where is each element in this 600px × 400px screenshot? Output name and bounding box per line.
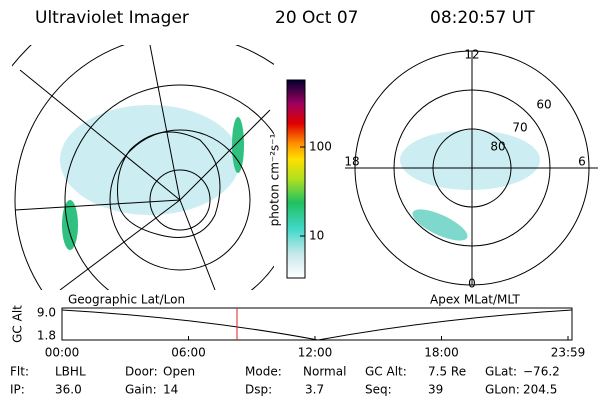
time: 08:20:57 UT — [430, 8, 535, 28]
info-value: LBHL — [55, 365, 86, 379]
alt-xtick-label: 23:59 — [551, 346, 586, 360]
info-label: Seq: — [365, 383, 392, 397]
alt-xtick-label: 12:00 — [298, 346, 333, 360]
info-value: 39 — [428, 383, 443, 397]
left-title: Geographic Lat/Lon — [68, 293, 185, 307]
info-value: 3.7 — [305, 383, 324, 397]
colorbar-tick-label: 10 — [309, 229, 324, 243]
info-label: Flt: — [10, 365, 29, 379]
colorbar-tick-label: 100 — [309, 140, 332, 154]
alt-ylabel: GC Alt — [11, 305, 25, 343]
info-value: −76.2 — [523, 365, 560, 379]
info-label: GLon: — [485, 383, 520, 397]
lat-label: 60 — [536, 98, 551, 112]
info-label: Door: — [125, 365, 158, 379]
date: 20 Oct 07 — [275, 8, 358, 28]
info-value: Open — [163, 365, 195, 379]
info-value: Normal — [303, 365, 346, 379]
mlt-label: 6 — [578, 155, 586, 169]
mlt-label: 12 — [464, 48, 479, 62]
info-label: GC Alt: — [365, 365, 407, 379]
info-value: 204.5 — [523, 383, 557, 397]
info-label: GLat: — [485, 365, 517, 379]
info-label: IP: — [10, 383, 25, 397]
alt-ytick: 9.0 — [37, 306, 56, 320]
mlt-label: 0 — [468, 277, 476, 291]
lat-label: 80 — [490, 140, 505, 154]
alt-xtick-label: 06:00 — [171, 346, 206, 360]
polar-plot — [345, 50, 598, 286]
info-label: Gain: — [125, 383, 157, 397]
lat-label: 70 — [512, 121, 527, 135]
info-value: 36.0 — [55, 383, 82, 397]
mlt-label: 18 — [344, 155, 359, 169]
altitude-frame — [61, 307, 573, 341]
instrument: Ultraviolet Imager — [35, 8, 189, 28]
colorbar — [286, 79, 306, 279]
alt-xtick-label: 00:00 — [45, 346, 80, 360]
alt-ytick: 1.8 — [37, 329, 56, 343]
colorbar-label: photon cm⁻²s⁻¹ — [268, 133, 282, 226]
info-label: Mode: — [245, 365, 282, 379]
alt-xtick-label: 18:00 — [424, 346, 459, 360]
info-label: Dsp: — [245, 383, 272, 397]
info-value: 7.5 Re — [428, 365, 466, 379]
right-title: Apex MLat/MLT — [430, 293, 520, 307]
info-value: 14 — [163, 383, 178, 397]
altitude-curve — [61, 309, 573, 341]
geo-map — [12, 45, 274, 290]
